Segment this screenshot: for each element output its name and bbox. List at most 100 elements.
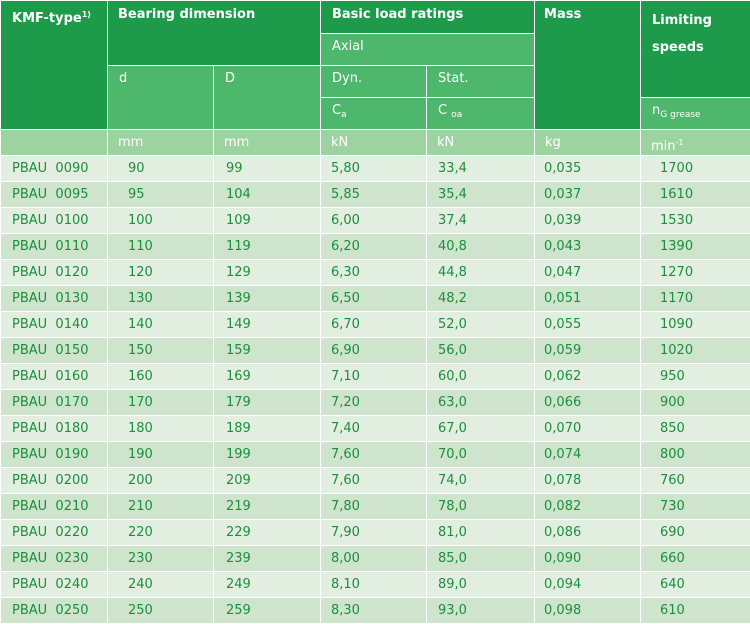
cell-mass: 0,082 [535, 494, 641, 520]
header-stat: Stat. [427, 66, 535, 98]
cell-stat-coa: 74,0 [427, 468, 535, 494]
cell-kmf-type: PBAU 0170 [1, 390, 108, 416]
cell-mass: 0,035 [535, 156, 641, 182]
cell-stat-coa: 40,8 [427, 234, 535, 260]
cell-limiting-speed: 800 [641, 442, 750, 468]
header-axial: Axial [321, 34, 535, 66]
cell-dyn-ca: 7,20 [321, 390, 427, 416]
cell-kmf-type: PBAU 0180 [1, 416, 108, 442]
header-dyn: Dyn. [321, 66, 427, 98]
cell-dyn-ca: 7,40 [321, 416, 427, 442]
cell-kmf-type: PBAU 0220 [1, 520, 108, 546]
cell-d: 220 [108, 520, 214, 546]
cell-dyn-ca: 6,90 [321, 338, 427, 364]
cell-dyn-ca: 8,10 [321, 572, 427, 598]
cell-D: 259 [214, 598, 321, 624]
header-ca-subscript: a [341, 110, 347, 120]
units-dyn: kN [321, 130, 427, 156]
cell-stat-coa: 60,0 [427, 364, 535, 390]
cell-d: 100 [108, 208, 214, 234]
cell-mass: 0,055 [535, 312, 641, 338]
cell-d: 190 [108, 442, 214, 468]
cell-dyn-ca: 6,20 [321, 234, 427, 260]
cell-D: 109 [214, 208, 321, 234]
cell-D: 179 [214, 390, 321, 416]
header-bearing-dimension: Bearing dimension [108, 1, 321, 66]
cell-limiting-speed: 1700 [641, 156, 750, 182]
header-ca: Ca [321, 98, 427, 130]
cell-limiting-speed: 950 [641, 364, 750, 390]
header-kmf-type: KMF-type1) [1, 1, 108, 130]
cell-limiting-speed: 850 [641, 416, 750, 442]
cell-D: 219 [214, 494, 321, 520]
header-limiting-line1: Limiting [652, 13, 712, 28]
cell-dyn-ca: 6,00 [321, 208, 427, 234]
cell-kmf-type: PBAU 0095 [1, 182, 108, 208]
units-type [1, 130, 108, 156]
cell-kmf-type: PBAU 0210 [1, 494, 108, 520]
cell-d: 95 [108, 182, 214, 208]
cell-D: 229 [214, 520, 321, 546]
cell-stat-coa: 44,8 [427, 260, 535, 286]
cell-D: 169 [214, 364, 321, 390]
cell-mass: 0,062 [535, 364, 641, 390]
cell-kmf-type: PBAU 0110 [1, 234, 108, 260]
cell-stat-coa: 89,0 [427, 572, 535, 598]
cell-dyn-ca: 8,30 [321, 598, 427, 624]
cell-D: 209 [214, 468, 321, 494]
cell-d: 250 [108, 598, 214, 624]
cell-stat-coa: 78,0 [427, 494, 535, 520]
cell-mass: 0,090 [535, 546, 641, 572]
cell-D: 149 [214, 312, 321, 338]
cell-d: 140 [108, 312, 214, 338]
cell-d: 110 [108, 234, 214, 260]
cell-dyn-ca: 6,30 [321, 260, 427, 286]
cell-kmf-type: PBAU 0120 [1, 260, 108, 286]
cell-stat-coa: 56,0 [427, 338, 535, 364]
cell-dyn-ca: 7,60 [321, 468, 427, 494]
cell-limiting-speed: 1090 [641, 312, 750, 338]
cell-kmf-type: PBAU 0190 [1, 442, 108, 468]
cell-limiting-speed: 1270 [641, 260, 750, 286]
cell-D: 239 [214, 546, 321, 572]
units-speed-exponent: -1 [676, 138, 684, 147]
cell-mass: 0,074 [535, 442, 641, 468]
cell-D: 119 [214, 234, 321, 260]
cell-dyn-ca: 7,90 [321, 520, 427, 546]
cell-D: 139 [214, 286, 321, 312]
cell-stat-coa: 81,0 [427, 520, 535, 546]
cell-mass: 0,059 [535, 338, 641, 364]
cell-stat-coa: 67,0 [427, 416, 535, 442]
cell-mass: 0,066 [535, 390, 641, 416]
cell-D: 189 [214, 416, 321, 442]
cell-d: 90 [108, 156, 214, 182]
cell-dyn-ca: 7,10 [321, 364, 427, 390]
cell-dyn-ca: 8,00 [321, 546, 427, 572]
cell-stat-coa: 52,0 [427, 312, 535, 338]
cell-limiting-speed: 730 [641, 494, 750, 520]
cell-limiting-speed: 1170 [641, 286, 750, 312]
header-d: d [108, 66, 214, 130]
cell-mass: 0,070 [535, 416, 641, 442]
cell-limiting-speed: 760 [641, 468, 750, 494]
cell-mass: 0,086 [535, 520, 641, 546]
cell-kmf-type: PBAU 0200 [1, 468, 108, 494]
cell-mass: 0,094 [535, 572, 641, 598]
cell-stat-coa: 70,0 [427, 442, 535, 468]
header-ng-subscript: G grease [660, 110, 700, 120]
cell-mass: 0,043 [535, 234, 641, 260]
units-D: mm [214, 130, 321, 156]
cell-kmf-type: PBAU 0230 [1, 546, 108, 572]
